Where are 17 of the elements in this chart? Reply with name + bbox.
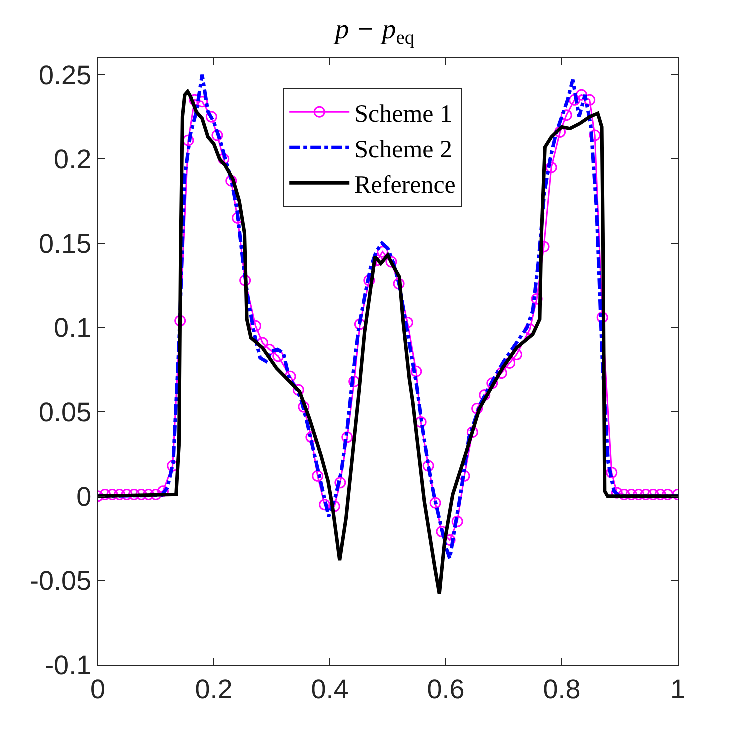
x-tick-label: 0.4	[311, 674, 349, 704]
x-tick-label: 0.6	[427, 674, 465, 704]
y-tick-label: -0.05	[30, 566, 92, 596]
legend-label: Scheme 2	[354, 136, 452, 164]
y-tick-label: 0.25	[39, 60, 92, 90]
x-tick-label: 0.2	[195, 674, 233, 704]
y-tick-label: 0	[76, 482, 92, 512]
y-tick-label: 0.1	[54, 313, 92, 344]
y-tick-label: 0.15	[39, 228, 92, 259]
y-tick-label: 0.05	[39, 398, 92, 428]
x-tick-label: 1	[670, 674, 686, 704]
chart-title: p − p$_{eq}$	[333, 14, 415, 50]
legend-label: Scheme 1	[354, 100, 452, 128]
legend-label: Reference	[354, 172, 456, 199]
x-tick-label: 0.8	[543, 674, 581, 704]
y-tick-label: 0.2	[54, 144, 92, 175]
y-tick-label: -0.1	[45, 650, 92, 680]
